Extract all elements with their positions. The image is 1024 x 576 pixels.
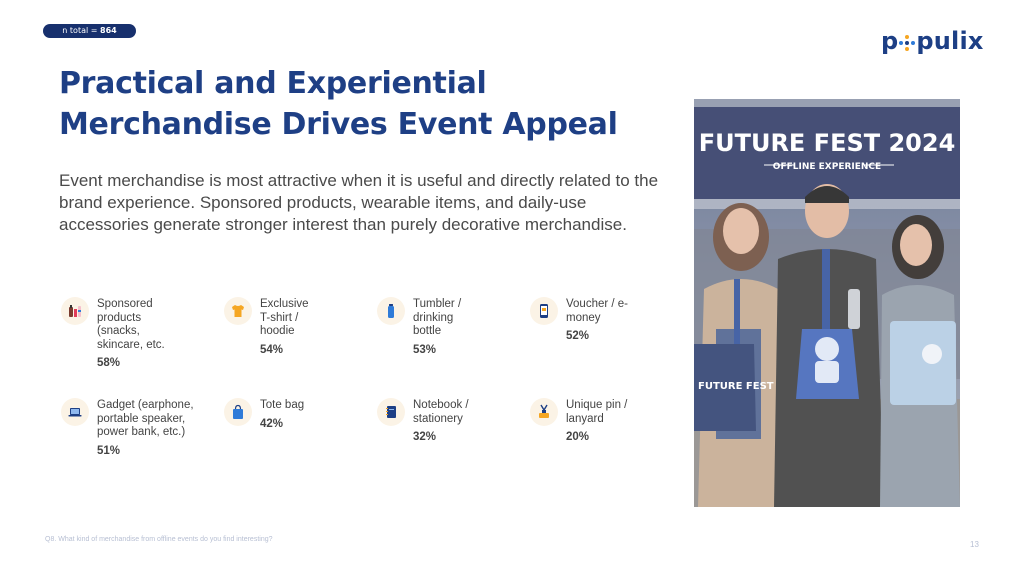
merch-item-value: 54%	[260, 343, 284, 356]
tote-bag-text: FUTURE FEST	[698, 381, 774, 392]
merch-item-value: 53%	[413, 343, 437, 356]
merch-item-gadget: Gadget (earphone, portable speaker, powe…	[61, 398, 211, 457]
title-line-2: Merchandise Drives Event Appeal	[59, 107, 618, 142]
merch-item-sponsored-products: Sponsored products (snacks, skincare, et…	[61, 297, 211, 369]
merch-item-label: Sponsored products (snacks, skincare, et…	[97, 298, 165, 351]
logo-dots-icon	[899, 35, 916, 51]
sample-size-badge: n total = 864	[43, 24, 136, 38]
merch-item-label: Voucher / e-money	[566, 298, 629, 324]
tshirt-icon	[224, 297, 252, 325]
merch-item-tote-bag: Tote bag 42%	[224, 398, 364, 430]
sample-size-prefix: n total =	[62, 26, 100, 35]
banner-subtitle: OFFLINE EXPERIENCE	[773, 162, 881, 172]
cosmetics-icon	[61, 297, 89, 325]
merch-item-value: 51%	[97, 444, 121, 457]
merch-item-value: 52%	[566, 330, 590, 342]
merch-item-value: 32%	[413, 431, 437, 443]
banner-title: FUTURE FEST 2024	[699, 129, 956, 157]
event-photo: FUTURE FEST 2024 OFFLINE EXPERIENCE FUTU…	[694, 99, 960, 507]
logo-right: pulix	[916, 27, 984, 55]
page-number: 13	[970, 540, 979, 549]
notebook-icon	[377, 398, 405, 426]
bottle-icon	[377, 297, 405, 325]
sample-size-value: 864	[100, 26, 117, 35]
page-description: Event merchandise is most attractive whe…	[59, 171, 659, 234]
merch-item-tshirt: Exclusive T-shirt / hoodie 54%	[224, 297, 364, 356]
bag-icon	[224, 398, 252, 426]
merch-item-pin-lanyard: Unique pin / lanyard 20%	[530, 398, 670, 443]
laptop-icon	[61, 398, 89, 426]
merch-item-label: Gadget (earphone, portable speaker, powe…	[97, 399, 194, 438]
survey-question-footnote: Q8. What kind of merchandise from offlin…	[45, 536, 273, 543]
merch-item-label: Notebook / stationery	[413, 399, 469, 425]
merch-item-tumbler: Tumbler / drinking bottle 53%	[377, 297, 517, 356]
brand-logo: p pulix	[881, 27, 984, 55]
merch-item-value: 58%	[97, 357, 121, 369]
phone-icon	[530, 297, 558, 325]
merch-item-value: 42%	[260, 417, 284, 430]
pin-icon	[530, 398, 558, 426]
merch-item-label: Unique pin / lanyard	[566, 399, 628, 425]
merch-item-label: Tote bag	[260, 399, 305, 411]
page-title: Practical and Experiential Merchandise D…	[59, 63, 659, 145]
merch-item-label: Exclusive T-shirt / hoodie	[260, 298, 309, 337]
title-line-1: Practical and Experiential	[59, 66, 487, 101]
merch-item-value: 20%	[566, 431, 590, 443]
merch-item-voucher: Voucher / e-money 52%	[530, 297, 670, 342]
merch-item-label: Tumbler / drinking bottle	[413, 298, 462, 337]
merch-item-notebook: Notebook / stationery 32%	[377, 398, 517, 443]
logo-left: p	[881, 27, 899, 55]
